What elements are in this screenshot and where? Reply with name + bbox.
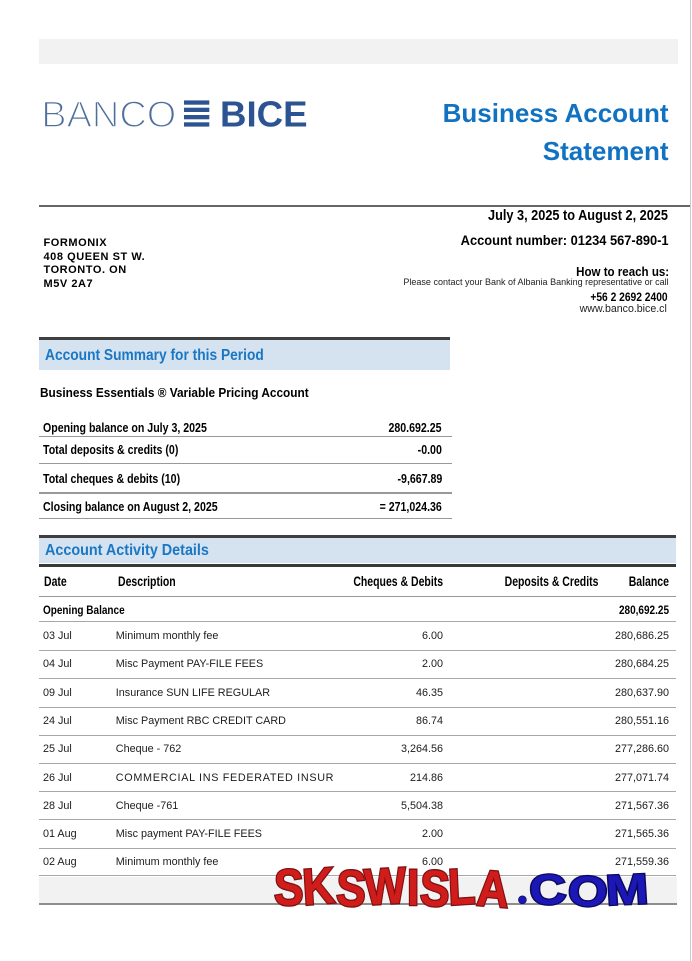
svg-text:BANCO: BANCO [41, 93, 176, 135]
svg-text:COM: COM [528, 866, 649, 917]
svg-text:SKSWISLA: SKSWISLA [274, 857, 511, 918]
svg-text:BICE: BICE [220, 94, 308, 135]
